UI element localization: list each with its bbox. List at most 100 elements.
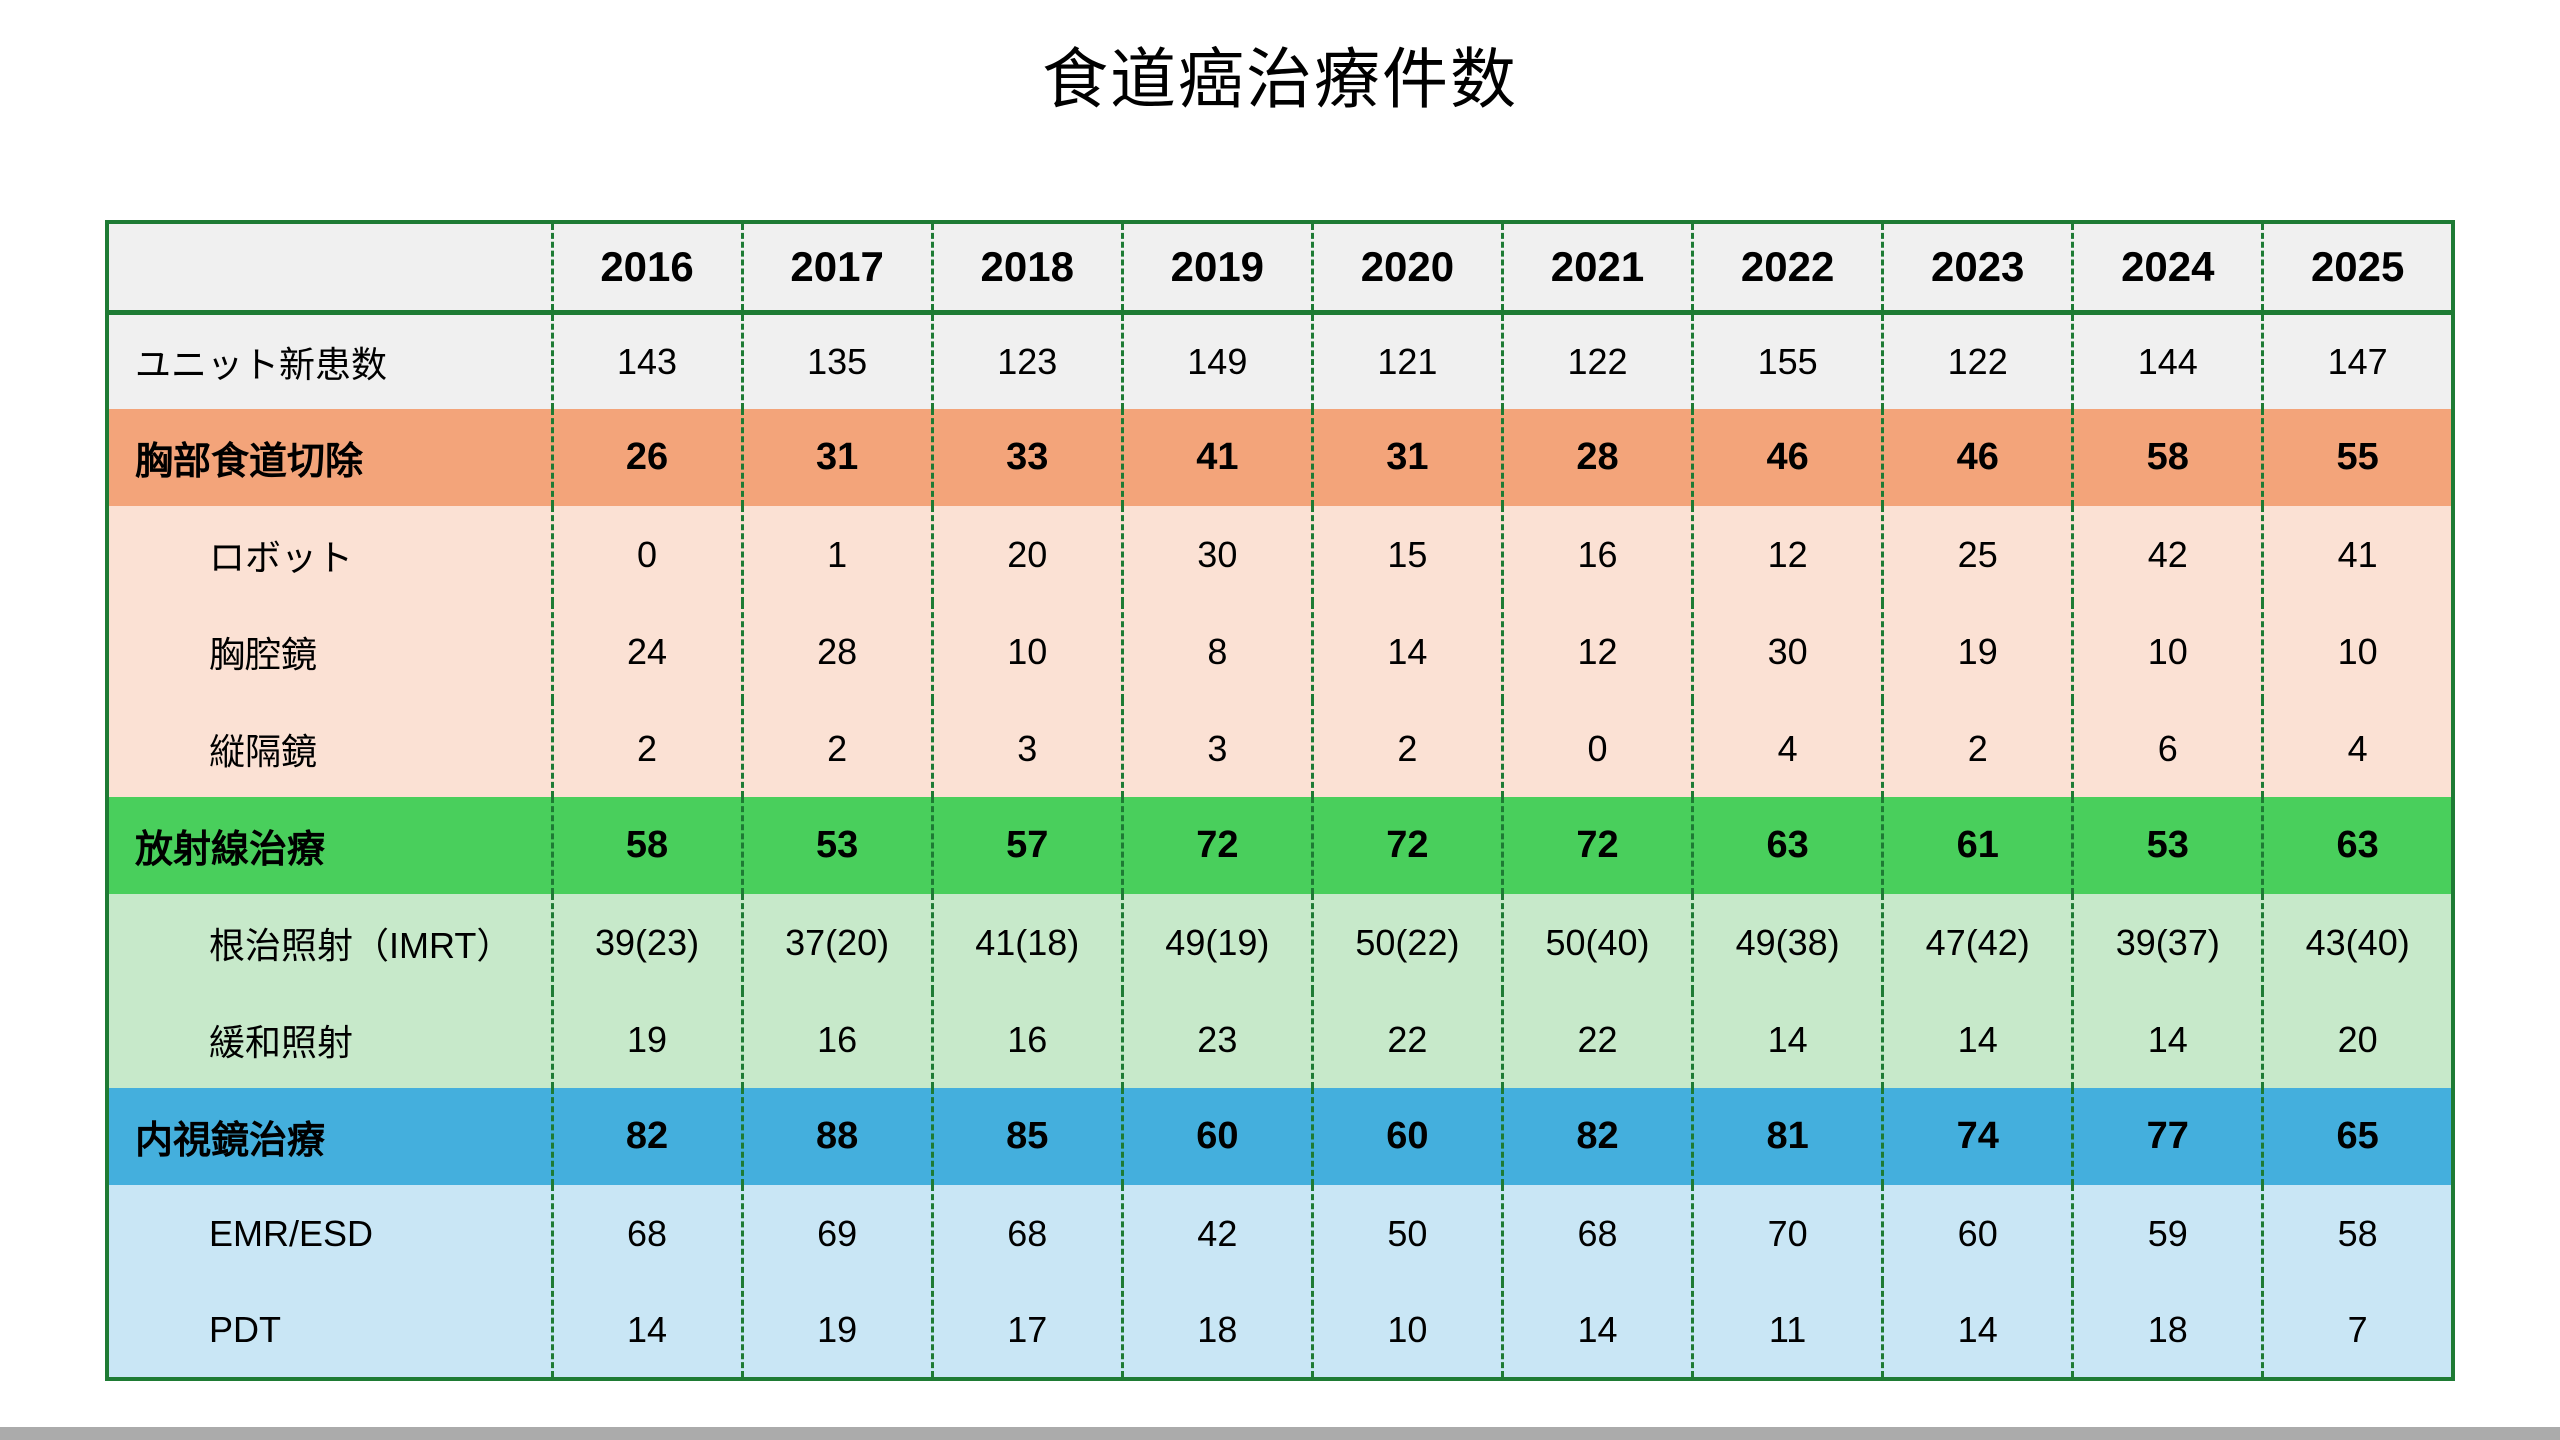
table-cell: 63 [2261, 797, 2453, 894]
row-label: PDT [107, 1282, 552, 1379]
table-cell: 25 [1881, 506, 2073, 603]
table-cell: 41 [2261, 506, 2453, 603]
table-cell: 53 [740, 797, 933, 894]
table-cell: 147 [2261, 312, 2453, 409]
table-cell: 41(18) [930, 894, 1123, 991]
table-cell: 16 [930, 991, 1123, 1088]
table-cell: 14 [1881, 991, 2073, 1088]
table-row: ユニット新患数 143 135 123 149 121 122 155 122 144 147 [107, 312, 2453, 409]
table-cell: 4 [2261, 700, 2453, 797]
row-label: 内視鏡治療 [107, 1088, 552, 1185]
table-cell: 70 [1691, 1185, 1883, 1282]
row-label: 放射線治療 [107, 797, 552, 894]
table-row: 根治照射（IMRT） 39(23) 37(20) 41(18) 49(19) 50(22)… [107, 894, 2453, 991]
year-header: 2017 [740, 222, 933, 315]
table-cell: 6 [2071, 700, 2263, 797]
table-cell: 72 [1500, 797, 1693, 894]
table-cell: 42 [1120, 1185, 1313, 1282]
table-cell: 63 [1691, 797, 1883, 894]
table-cell: 49(19) [1120, 894, 1313, 991]
table-cell: 60 [1120, 1088, 1313, 1185]
table-cell: 49(38) [1691, 894, 1883, 991]
table-cell: 69 [740, 1185, 933, 1282]
table-row: 胸腔鏡 24 28 10 8 14 12 30 19 10 10 [107, 603, 2453, 700]
table-cell: 30 [1691, 603, 1883, 700]
table-cell: 2 [740, 700, 933, 797]
year-header: 2024 [2071, 222, 2263, 315]
table-cell: 31 [1310, 409, 1503, 506]
table-row: 縦隔鏡 2 2 3 3 2 0 4 2 6 4 [107, 700, 2453, 797]
table-cell: 0 [1500, 700, 1693, 797]
table-cell: 60 [1310, 1088, 1503, 1185]
table-cell: 155 [1691, 312, 1883, 409]
table-cell: 18 [1120, 1282, 1313, 1379]
table-cell: 47(42) [1881, 894, 2073, 991]
table-cell: 14 [2071, 991, 2263, 1088]
table-cell: 57 [930, 797, 1123, 894]
table-cell: 41 [1120, 409, 1313, 506]
table-cell: 14 [550, 1282, 743, 1379]
table-cell: 39(23) [550, 894, 743, 991]
table-cell: 59 [2071, 1185, 2263, 1282]
year-header: 2016 [550, 222, 743, 315]
year-header: 2021 [1500, 222, 1693, 315]
year-header: 2022 [1691, 222, 1883, 315]
row-label: 根治照射（IMRT） [107, 894, 552, 991]
table-cell: 82 [550, 1088, 743, 1185]
table-cell: 82 [1500, 1088, 1693, 1185]
table-cell: 16 [740, 991, 933, 1088]
year-header: 2023 [1881, 222, 2073, 315]
table-cell: 65 [2261, 1088, 2453, 1185]
table-cell: 122 [1881, 312, 2073, 409]
table-cell: 31 [740, 409, 933, 506]
treatment-table: 2016 2017 2018 2019 2020 2021 2022 2023 2024 2025… [105, 220, 2455, 1381]
table-cell: 8 [1120, 603, 1313, 700]
table-cell: 50(40) [1500, 894, 1693, 991]
table-cell: 14 [1310, 603, 1503, 700]
table-cell: 18 [2071, 1282, 2263, 1379]
table-cell: 85 [930, 1088, 1123, 1185]
corner-cell [107, 222, 552, 315]
table-cell: 14 [1691, 991, 1883, 1088]
table-cell: 10 [1310, 1282, 1503, 1379]
table-cell: 68 [1500, 1185, 1693, 1282]
table-cell: 14 [1881, 1282, 2073, 1379]
table-row: EMR/ESD 68 69 68 42 50 68 70 60 59 58 [107, 1185, 2453, 1282]
table-row: ロボット 0 1 20 30 15 16 12 25 42 41 [107, 506, 2453, 603]
table-cell: 30 [1120, 506, 1313, 603]
table-cell: 39(37) [2071, 894, 2263, 991]
table-cell: 33 [930, 409, 1123, 506]
table-cell: 1 [740, 506, 933, 603]
row-label: 胸腔鏡 [107, 603, 552, 700]
table-cell: 12 [1691, 506, 1883, 603]
table-cell: 72 [1310, 797, 1503, 894]
table-cell: 7 [2261, 1282, 2453, 1379]
year-header-row: 2016 2017 2018 2019 2020 2021 2022 2023 2024 2025 [107, 222, 2453, 315]
table-row: 内視鏡治療 82 88 85 60 60 82 81 74 77 65 [107, 1088, 2453, 1185]
table-cell: 16 [1500, 506, 1693, 603]
table-cell: 46 [1691, 409, 1883, 506]
table-cell: 149 [1120, 312, 1313, 409]
row-label: 胸部食道切除 [107, 409, 552, 506]
table-cell: 19 [740, 1282, 933, 1379]
bottom-edge-strip [0, 1427, 2560, 1440]
table-cell: 46 [1881, 409, 2073, 506]
table-cell: 28 [740, 603, 933, 700]
table-cell: 135 [740, 312, 933, 409]
table-cell: 15 [1310, 506, 1503, 603]
table-cell: 88 [740, 1088, 933, 1185]
table-cell: 2 [550, 700, 743, 797]
table-body: ユニット新患数 143 135 123 149 121 122 155 122 144 147 胸部食… [107, 312, 2453, 1379]
table-cell: 2 [1310, 700, 1503, 797]
table-cell: 17 [930, 1282, 1123, 1379]
table-cell: 22 [1310, 991, 1503, 1088]
year-header: 2025 [2261, 222, 2453, 315]
table-cell: 68 [930, 1185, 1123, 1282]
table-cell: 55 [2261, 409, 2453, 506]
table-row: 緩和照射 19 16 16 23 22 22 14 14 14 20 [107, 991, 2453, 1088]
row-label: ロボット [107, 506, 552, 603]
table-cell: 122 [1500, 312, 1693, 409]
table-row: 胸部食道切除 26 31 33 41 31 28 46 46 58 55 [107, 409, 2453, 506]
table-cell: 72 [1120, 797, 1313, 894]
table-cell: 81 [1691, 1088, 1883, 1185]
